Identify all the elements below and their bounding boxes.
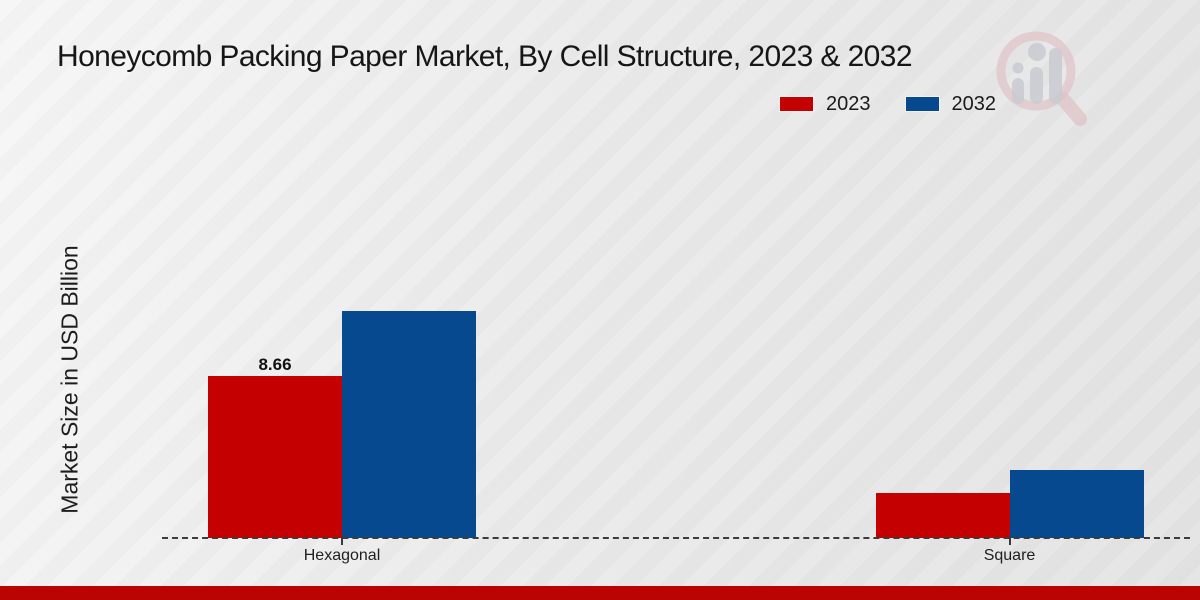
magnifier-bars-watermark-logo: [996, 31, 1087, 126]
legend-color-swatch: [904, 96, 940, 112]
legend-label: 2032: [951, 92, 997, 115]
x-axis-category-label: Hexagonal: [303, 547, 381, 564]
x-axis-category-label: Square: [983, 547, 1036, 564]
legend-item-2023: 2023: [779, 93, 871, 116]
y-axis-title: Market Size in USD Billion: [56, 245, 83, 514]
footer-accent-bar: [0, 586, 1200, 600]
bar-hexagonal-2032: [342, 311, 476, 538]
chart-title: Honeycomb Packing Paper Market, By Cell …: [57, 40, 913, 73]
legend-item-2032: 2032: [904, 92, 997, 116]
bar-square-2032: [1009, 470, 1144, 538]
legend-label: 2023: [826, 92, 871, 115]
bar-hexagonal-2023: [208, 376, 342, 538]
bar-value-label: 8.66: [258, 355, 292, 374]
x-axis-tick: [341, 538, 343, 545]
legend-color-swatch: [779, 96, 814, 112]
x-axis-tick: [1008, 538, 1011, 545]
legend: 2023 2032: [779, 92, 996, 116]
x-axis-baseline: [162, 537, 1190, 539]
bar-square-2023: [875, 493, 1010, 538]
